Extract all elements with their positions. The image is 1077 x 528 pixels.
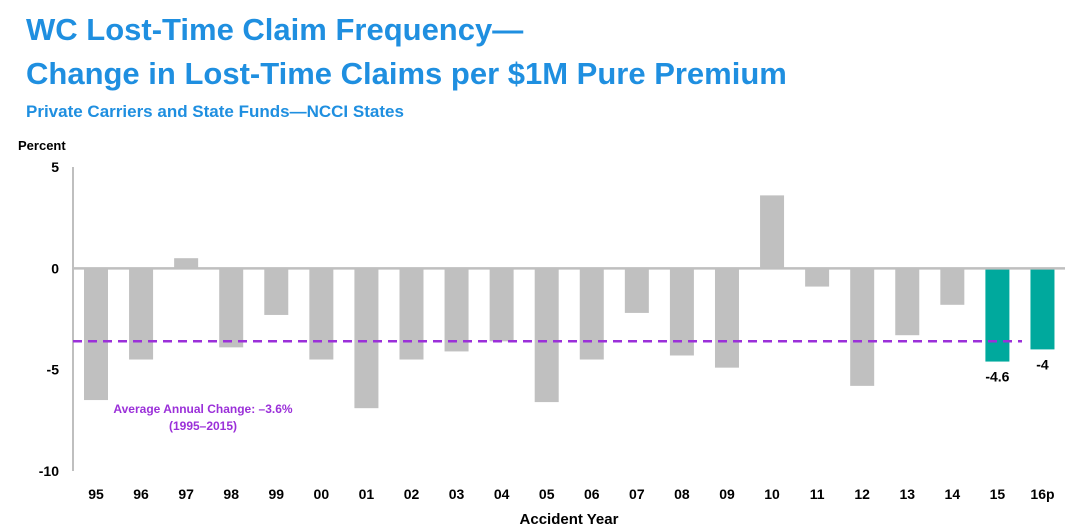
x-tick-label: 15 xyxy=(990,486,1006,502)
bar-02 xyxy=(399,268,424,360)
x-tick-label: 16p xyxy=(1030,486,1054,502)
x-axis-label: Accident Year xyxy=(520,511,619,528)
y-axis-label: Percent xyxy=(18,138,66,153)
average-period-label: (1995–2015) xyxy=(169,419,237,433)
bar-97 xyxy=(174,258,199,269)
chart-title-line-2: Change in Lost-Time Claims per $1M Pure … xyxy=(26,56,787,91)
chart-subtitle: Private Carriers and State Funds—NCCI St… xyxy=(26,102,404,121)
bar-95 xyxy=(84,268,108,401)
bar-15 xyxy=(985,268,1010,362)
y-tick-label: 5 xyxy=(51,159,59,175)
x-tick-label: 04 xyxy=(494,486,510,502)
x-tick-label: 08 xyxy=(674,486,690,502)
x-tick-label: 96 xyxy=(133,486,149,502)
y-tick-label: 0 xyxy=(51,260,59,276)
x-tick-label: 99 xyxy=(268,486,284,502)
bar-05 xyxy=(534,268,559,403)
average-label: Average Annual Change: –3.6% xyxy=(113,402,292,416)
x-tick-label: 03 xyxy=(449,486,465,502)
x-tick-label: 14 xyxy=(945,486,961,502)
bar-03 xyxy=(444,268,469,352)
x-tick-label: 98 xyxy=(223,486,239,502)
bar-11 xyxy=(805,268,830,287)
bar-16p xyxy=(1030,268,1055,350)
x-tick-label: 12 xyxy=(854,486,870,502)
y-tick-label: -10 xyxy=(39,463,59,479)
x-tick-label: 95 xyxy=(88,486,104,502)
x-tick-label: 00 xyxy=(314,486,330,502)
x-tick-label: 02 xyxy=(404,486,420,502)
bar-00 xyxy=(309,268,334,360)
bar-04 xyxy=(489,268,514,342)
x-tick-label: 13 xyxy=(899,486,915,502)
bar-12 xyxy=(850,268,875,386)
x-tick-label: 10 xyxy=(764,486,780,502)
bar-14 xyxy=(940,268,965,305)
bar-09 xyxy=(714,268,739,368)
y-tick-label: -5 xyxy=(47,362,60,378)
bar-07 xyxy=(624,268,649,313)
x-tick-label: 06 xyxy=(584,486,600,502)
chart-title: WC Lost-Time Claim Frequency— Change in … xyxy=(26,8,787,96)
bar-01 xyxy=(354,268,379,409)
bar-13 xyxy=(895,268,920,336)
chart-title-line-1: WC Lost-Time Claim Frequency— xyxy=(26,12,524,47)
x-tick-label: 97 xyxy=(178,486,194,502)
data-label-16p: -4 xyxy=(1036,356,1049,372)
bar-96 xyxy=(129,268,154,360)
x-tick-label: 09 xyxy=(719,486,735,502)
bar-06 xyxy=(579,268,604,360)
data-label-15: -4.6 xyxy=(985,369,1009,385)
bar-99 xyxy=(264,268,289,315)
x-tick-label: 07 xyxy=(629,486,645,502)
bar-10 xyxy=(760,195,785,269)
x-tick-label: 01 xyxy=(359,486,375,502)
x-tick-label: 05 xyxy=(539,486,555,502)
bar-98 xyxy=(219,268,244,348)
x-tick-label: 11 xyxy=(810,486,825,502)
